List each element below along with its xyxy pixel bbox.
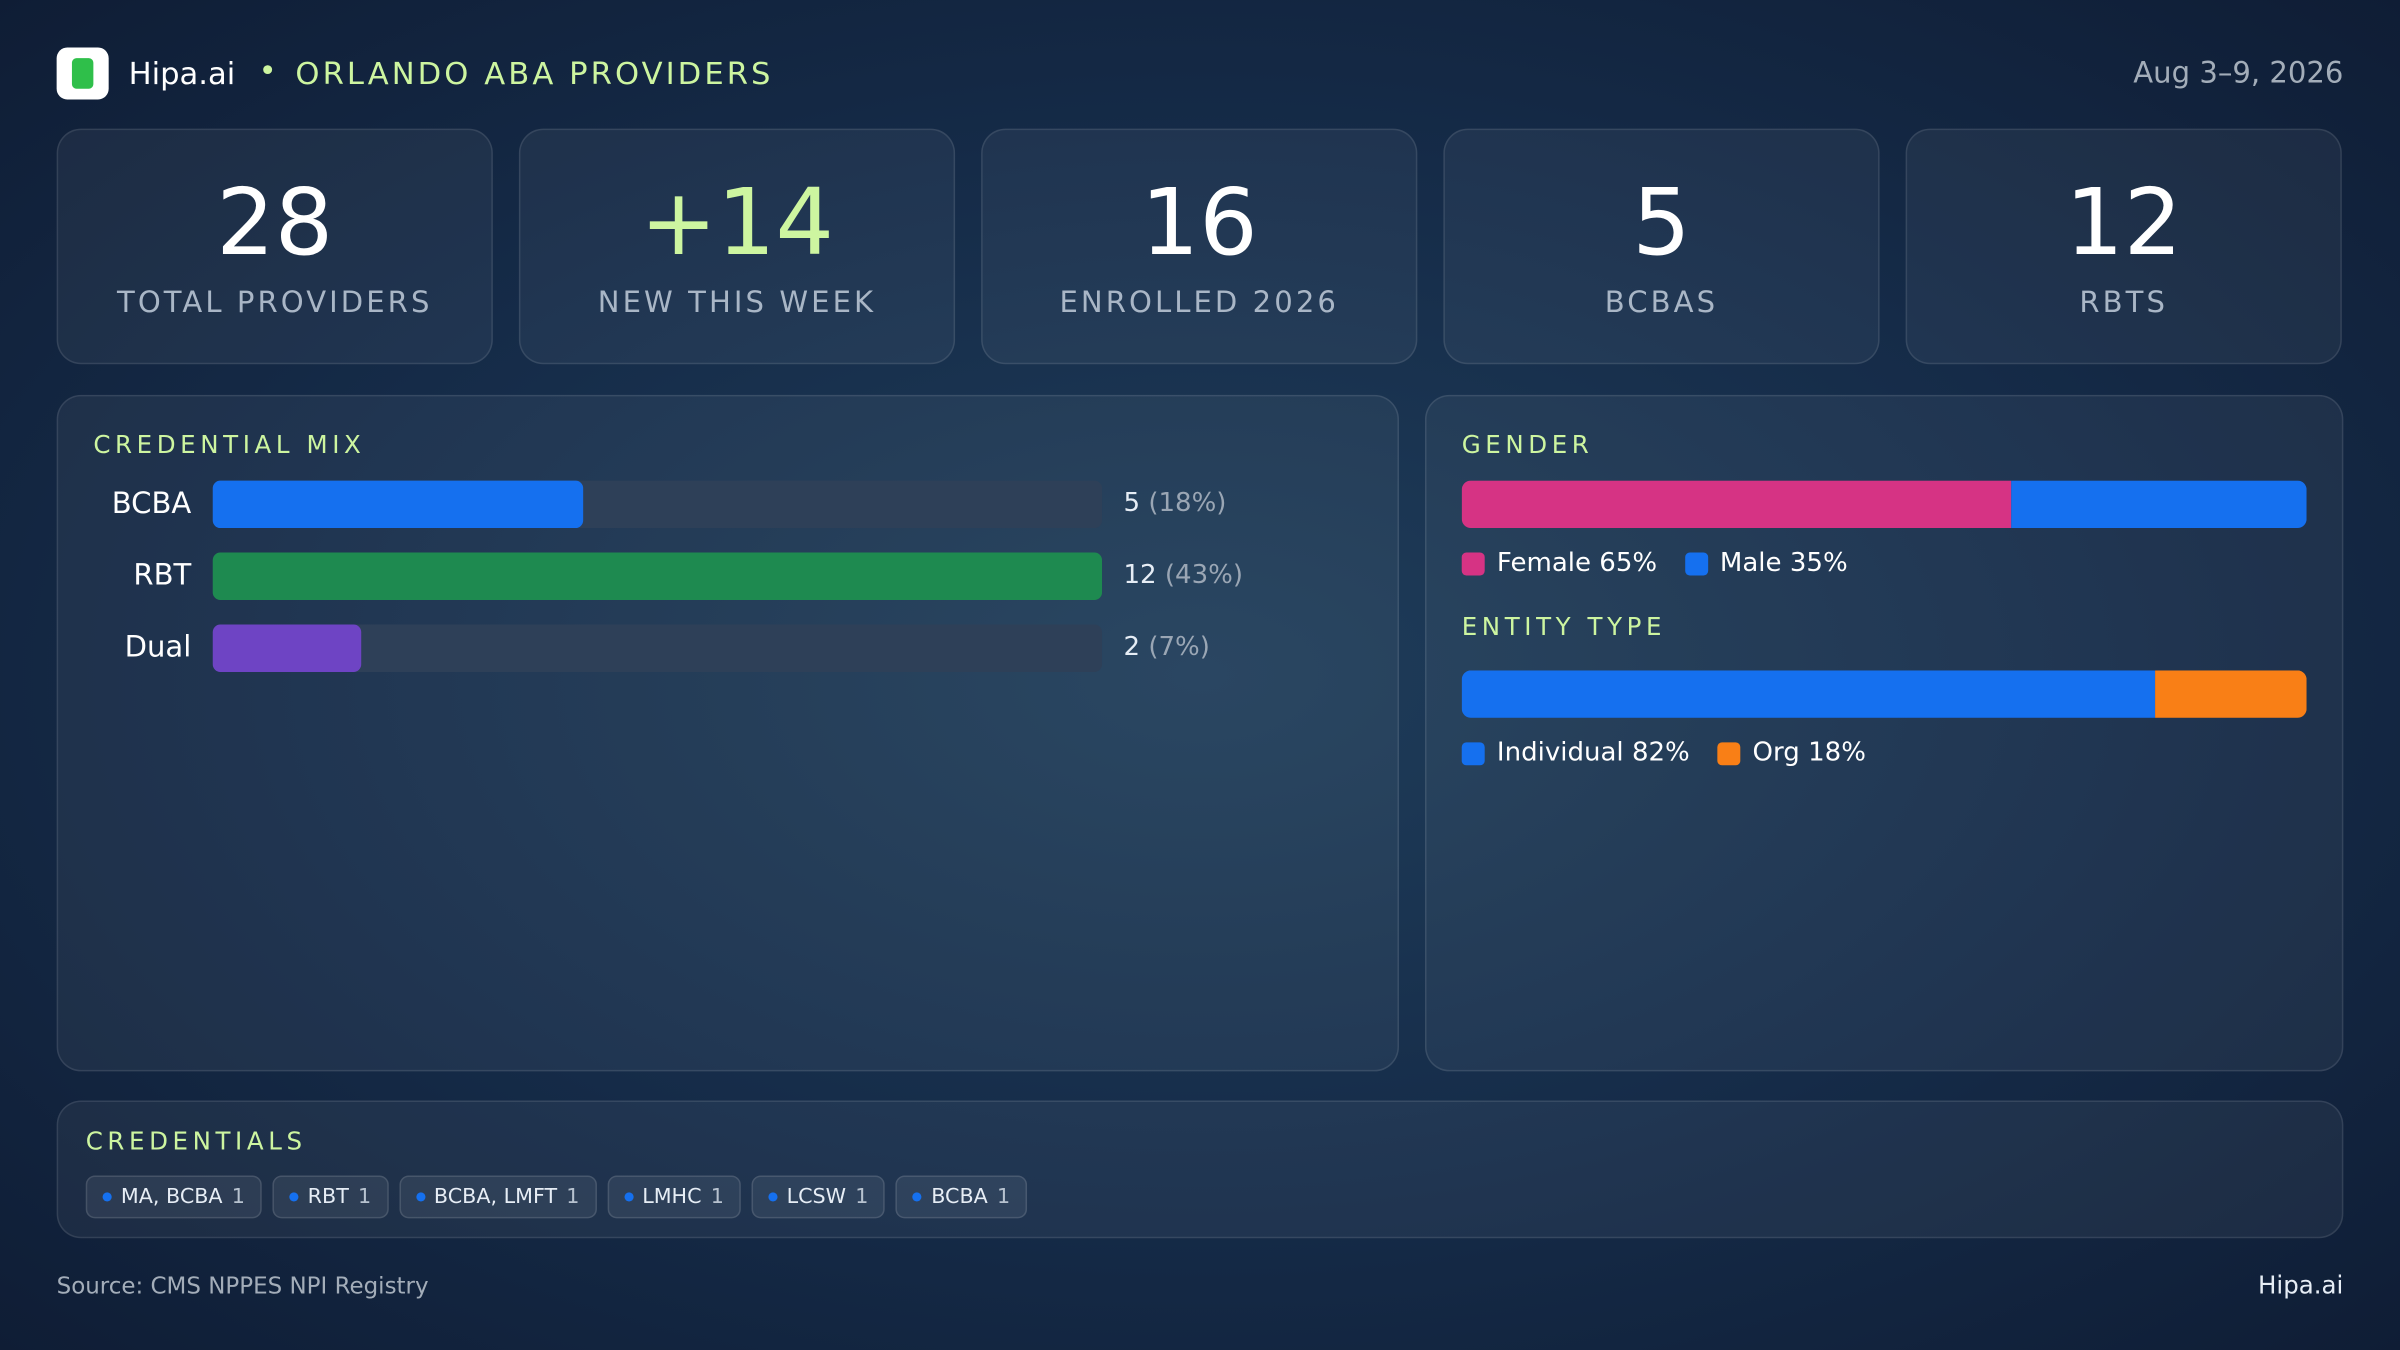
chip-dot bbox=[415, 1192, 425, 1202]
bar-segment bbox=[2010, 480, 2307, 529]
legend-value: 65% bbox=[1599, 547, 1658, 579]
logo-glyph bbox=[71, 58, 94, 89]
chip-label: RBT bbox=[307, 1184, 349, 1210]
chip-count: 1 bbox=[231, 1184, 245, 1210]
chip-count: 1 bbox=[358, 1184, 372, 1210]
legend-item: Male 35% bbox=[1684, 548, 1848, 579]
legend-name: Individual bbox=[1496, 737, 1624, 769]
credentials-panel: CREDENTIALS MA, BCBA 1 RBT 1 BCBA, LMFT 1 LMHC… bbox=[56, 1100, 2344, 1239]
legend: Individual 82% Org 18% bbox=[1461, 738, 1866, 769]
chip-dot bbox=[912, 1192, 923, 1202]
chart-title: ENTITY TYPE bbox=[1461, 612, 1667, 642]
stacked-bar bbox=[1461, 670, 2307, 718]
credential-chip: LCSW 1 bbox=[751, 1175, 886, 1219]
bar-label: 2 (7%) bbox=[1123, 632, 1209, 663]
kpi-label: RBTS bbox=[2079, 286, 2169, 320]
legend-swatch bbox=[1461, 741, 1485, 765]
page-title: ORLANDO ABA PROVIDERS bbox=[295, 55, 774, 92]
kpi-value: +14 bbox=[640, 169, 834, 278]
legend-item: Female 65% bbox=[1461, 548, 1657, 579]
chip-label: BCBA, LMFT bbox=[433, 1184, 558, 1210]
kpi-label: BCBAS bbox=[1604, 286, 1719, 320]
chip-count: 1 bbox=[855, 1184, 869, 1210]
legend-text: Individual 82% bbox=[1497, 738, 1690, 769]
kpi-card: 16 ENROLLED 2026 bbox=[981, 128, 1418, 365]
chip-count: 1 bbox=[996, 1184, 1011, 1210]
date-range: Aug 3–9, 2026 bbox=[2133, 56, 2344, 91]
credential-chip: LMHC 1 bbox=[607, 1175, 741, 1219]
kpi-value: 5 bbox=[1632, 169, 1691, 278]
legend-value: 18% bbox=[1808, 737, 1866, 769]
bar-label: 12 (43%) bbox=[1123, 560, 1243, 591]
kpi-value: 12 bbox=[2065, 169, 2183, 278]
bar bbox=[212, 480, 584, 529]
bar-segment bbox=[1461, 480, 2011, 529]
brand: Hipa.ai bbox=[128, 55, 236, 92]
logo bbox=[56, 47, 109, 100]
legend-value: 35% bbox=[1789, 547, 1848, 579]
value-label: 5 bbox=[1123, 488, 1141, 519]
legend-name: Female bbox=[1496, 547, 1592, 579]
share-label: (7%) bbox=[1148, 632, 1210, 663]
kpi-card: 12 RBTS bbox=[1905, 128, 2342, 365]
legend: Female 65% Male 35% bbox=[1461, 548, 1848, 579]
footer-brand: Hipa.ai bbox=[2257, 1270, 2344, 1300]
chart-title: CREDENTIAL MIX bbox=[93, 430, 366, 460]
legend-text: Male 35% bbox=[1720, 548, 1848, 579]
legend-text: Org 18% bbox=[1753, 738, 1866, 769]
share-label: (43%) bbox=[1164, 560, 1244, 591]
legend-item: Org 18% bbox=[1717, 738, 1866, 769]
chip-label: LMHC bbox=[642, 1184, 702, 1210]
chart-title: GENDER bbox=[1461, 430, 1594, 460]
category-label: Dual bbox=[124, 630, 192, 665]
chip-label: MA, BCBA bbox=[120, 1184, 223, 1210]
kpi-card: 28 TOTAL PROVIDERS bbox=[56, 128, 493, 365]
chip-dot bbox=[623, 1192, 634, 1202]
value-label: 2 bbox=[1123, 632, 1141, 663]
chip-dot bbox=[102, 1192, 112, 1202]
kpi-card: 5 BCBAS bbox=[1443, 128, 1880, 365]
kpi-card: +14 NEW THIS WEEK bbox=[518, 128, 956, 365]
kpi-label: ENROLLED 2026 bbox=[1059, 286, 1339, 320]
legend-swatch bbox=[1684, 551, 1708, 575]
chip-list: MA, BCBA 1 RBT 1 BCBA, LMFT 1 LMHC 1 LCSW 1 BCBA 1 bbox=[85, 1175, 1027, 1219]
credential-chip: BCBA, LMFT 1 bbox=[398, 1175, 597, 1219]
kpi-label: TOTAL PROVIDERS bbox=[117, 286, 433, 320]
legend-swatch bbox=[1717, 741, 1741, 765]
share-label: (18%) bbox=[1148, 488, 1227, 519]
legend-value: 82% bbox=[1631, 737, 1690, 769]
section-title: CREDENTIALS bbox=[85, 1126, 307, 1156]
kpi-value: 16 bbox=[1140, 169, 1258, 278]
bar-segment bbox=[2154, 670, 2307, 718]
legend-swatch bbox=[1461, 551, 1485, 575]
category-label: BCBA bbox=[111, 486, 192, 521]
legend-text: Female 65% bbox=[1497, 548, 1657, 579]
kpi-value: 28 bbox=[216, 169, 334, 278]
chip-count: 1 bbox=[566, 1184, 580, 1210]
bar-segment bbox=[1461, 670, 2155, 718]
credential-chip: RBT 1 bbox=[272, 1175, 389, 1219]
legend-name: Male bbox=[1719, 547, 1782, 579]
legend-name: Org bbox=[1752, 737, 1800, 769]
stacked-bar bbox=[1461, 480, 2307, 529]
value-label: 12 bbox=[1123, 560, 1157, 591]
bar-label: 5 (18%) bbox=[1123, 488, 1226, 519]
credential-chip: MA, BCBA 1 bbox=[85, 1175, 262, 1219]
bar bbox=[212, 624, 361, 672]
chip-dot bbox=[768, 1192, 778, 1202]
separator: • bbox=[258, 52, 277, 89]
kpi-label: NEW THIS WEEK bbox=[597, 286, 877, 320]
bar bbox=[212, 552, 1103, 600]
chip-label: BCBA bbox=[931, 1184, 988, 1210]
chip-count: 1 bbox=[710, 1184, 724, 1210]
category-label: RBT bbox=[133, 558, 192, 593]
chip-dot bbox=[289, 1192, 299, 1202]
legend-item: Individual 82% bbox=[1461, 738, 1690, 769]
source: Source: CMS NPPES NPI Registry bbox=[56, 1271, 429, 1300]
credential-chip: BCBA 1 bbox=[896, 1175, 1027, 1219]
bar-track bbox=[212, 624, 1103, 672]
chip-label: LCSW bbox=[786, 1184, 847, 1210]
